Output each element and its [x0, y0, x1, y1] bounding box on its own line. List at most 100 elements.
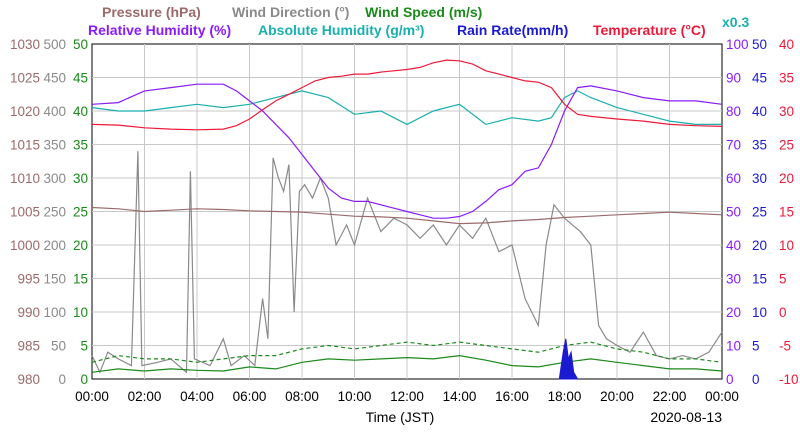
tick-temperature: 15	[779, 205, 794, 220]
tick-time: 08:00	[285, 389, 319, 404]
title-absolute-humidity: Absolute Humidity (g/m³)	[258, 22, 424, 38]
tick-wind-direction: 200	[43, 238, 66, 253]
tick-time: 00:00	[705, 389, 739, 404]
title-scale-note: x0.3	[722, 14, 749, 30]
series-wind-speed-max	[91, 341, 723, 363]
tick-wind-direction: 50	[51, 339, 66, 354]
tick-rain-rate: 5	[752, 339, 760, 354]
tick-wind-direction: 0	[58, 372, 66, 387]
tick-wind-speed: 30	[73, 171, 88, 186]
chart-date: 2020-08-13	[650, 409, 722, 425]
tick-wind-speed: 50	[73, 37, 88, 52]
tick-pressure: 1020	[10, 104, 40, 119]
title-wind-direction: Wind Direction (°)	[232, 4, 349, 20]
tick-time: 06:00	[233, 389, 267, 404]
tick-wind-direction: 400	[43, 104, 66, 119]
tick-wind-direction: 350	[43, 138, 66, 153]
series-absolute-humidity	[91, 90, 722, 126]
tick-wind-speed: 15	[73, 272, 88, 287]
tick-wind-speed: 0	[80, 372, 88, 387]
axes: 1030102510201015101010051000995990985980…	[10, 37, 799, 404]
tick-temperature: 20	[779, 171, 794, 186]
tick-pressure: 1015	[10, 138, 40, 153]
tick-wind-direction: 150	[43, 272, 66, 287]
tick-time: 22:00	[653, 389, 687, 404]
tick-temperature: 35	[779, 71, 794, 86]
tick-time: 12:00	[390, 389, 424, 404]
tick-wind-speed: 5	[80, 339, 88, 354]
tick-wind-speed: 25	[73, 205, 88, 220]
tick-pressure: 1005	[10, 205, 40, 220]
tick-temperature: 25	[779, 138, 794, 153]
tick-rain-rate: 25	[752, 205, 767, 220]
title-temperature: Temperature (°C)	[593, 22, 706, 38]
tick-wind-speed: 10	[73, 305, 88, 320]
tick-time: 04:00	[180, 389, 214, 404]
tick-time: 14:00	[443, 389, 477, 404]
tick-rain-rate: 15	[752, 272, 767, 287]
tick-relative-humidity: 70	[726, 138, 741, 153]
tick-wind-speed: 35	[73, 138, 88, 153]
series-pressure	[91, 206, 723, 225]
tick-relative-humidity: 30	[726, 272, 741, 287]
tick-time: 00:00	[75, 389, 109, 404]
tick-time: 02:00	[128, 389, 162, 404]
tick-relative-humidity: 60	[726, 171, 741, 186]
tick-wind-speed: 20	[73, 238, 88, 253]
tick-relative-humidity: 80	[726, 104, 741, 119]
tick-temperature: -5	[779, 339, 791, 354]
tick-wind-speed: 45	[73, 71, 88, 86]
tick-rain-rate: 20	[752, 238, 767, 253]
tick-wind-direction: 300	[43, 171, 66, 186]
tick-relative-humidity: 100	[726, 37, 749, 52]
tick-time: 20:00	[600, 389, 634, 404]
chart-header: Pressure (hPa) Wind Direction (°) Wind S…	[88, 4, 749, 38]
series-wind-speed	[91, 354, 723, 373]
tick-rain-rate: 35	[752, 138, 767, 153]
title-pressure: Pressure (hPa)	[102, 4, 201, 20]
tick-pressure: 985	[17, 339, 40, 354]
tick-pressure: 1010	[10, 171, 40, 186]
tick-pressure: 1025	[10, 71, 40, 86]
tick-relative-humidity: 90	[726, 71, 741, 86]
series-relative-humidity	[91, 83, 723, 219]
tick-temperature: 5	[779, 272, 787, 287]
tick-relative-humidity: 50	[726, 205, 741, 220]
title-rain-rate: Rain Rate(mm/h)	[457, 22, 568, 38]
series-rain-rate	[558, 338, 579, 380]
data-series	[91, 59, 723, 380]
tick-wind-direction: 250	[43, 205, 66, 220]
tick-wind-direction: 450	[43, 71, 66, 86]
tick-rain-rate: 45	[752, 71, 767, 86]
tick-rain-rate: 30	[752, 171, 767, 186]
tick-temperature: 30	[779, 104, 794, 119]
tick-pressure: 995	[17, 272, 40, 287]
tick-rain-rate: 50	[752, 37, 767, 52]
tick-relative-humidity: 10	[726, 339, 741, 354]
tick-pressure: 990	[17, 305, 40, 320]
tick-relative-humidity: 40	[726, 238, 741, 253]
tick-rain-rate: 0	[752, 372, 760, 387]
tick-time: 10:00	[338, 389, 372, 404]
tick-temperature: 10	[779, 238, 794, 253]
tick-pressure: 1000	[10, 238, 40, 253]
tick-temperature: -10	[779, 372, 799, 387]
title-wind-speed: Wind Speed (m/s)	[365, 4, 482, 20]
series-temperature	[91, 59, 723, 131]
tick-pressure: 980	[17, 372, 40, 387]
tick-wind-speed: 40	[73, 104, 88, 119]
tick-pressure: 1030	[10, 37, 40, 52]
tick-wind-direction: 500	[43, 37, 66, 52]
x-axis-label: Time (JST)	[366, 409, 435, 425]
series-wind-direction	[91, 151, 723, 374]
title-relative-humidity: Relative Humidity (%)	[88, 22, 231, 38]
tick-temperature: 40	[779, 37, 794, 52]
tick-wind-direction: 100	[43, 305, 66, 320]
tick-rain-rate: 40	[752, 104, 767, 119]
tick-temperature: 0	[779, 305, 787, 320]
tick-time: 18:00	[548, 389, 582, 404]
grid	[92, 44, 722, 379]
tick-time: 16:00	[495, 389, 529, 404]
tick-relative-humidity: 0	[726, 372, 734, 387]
